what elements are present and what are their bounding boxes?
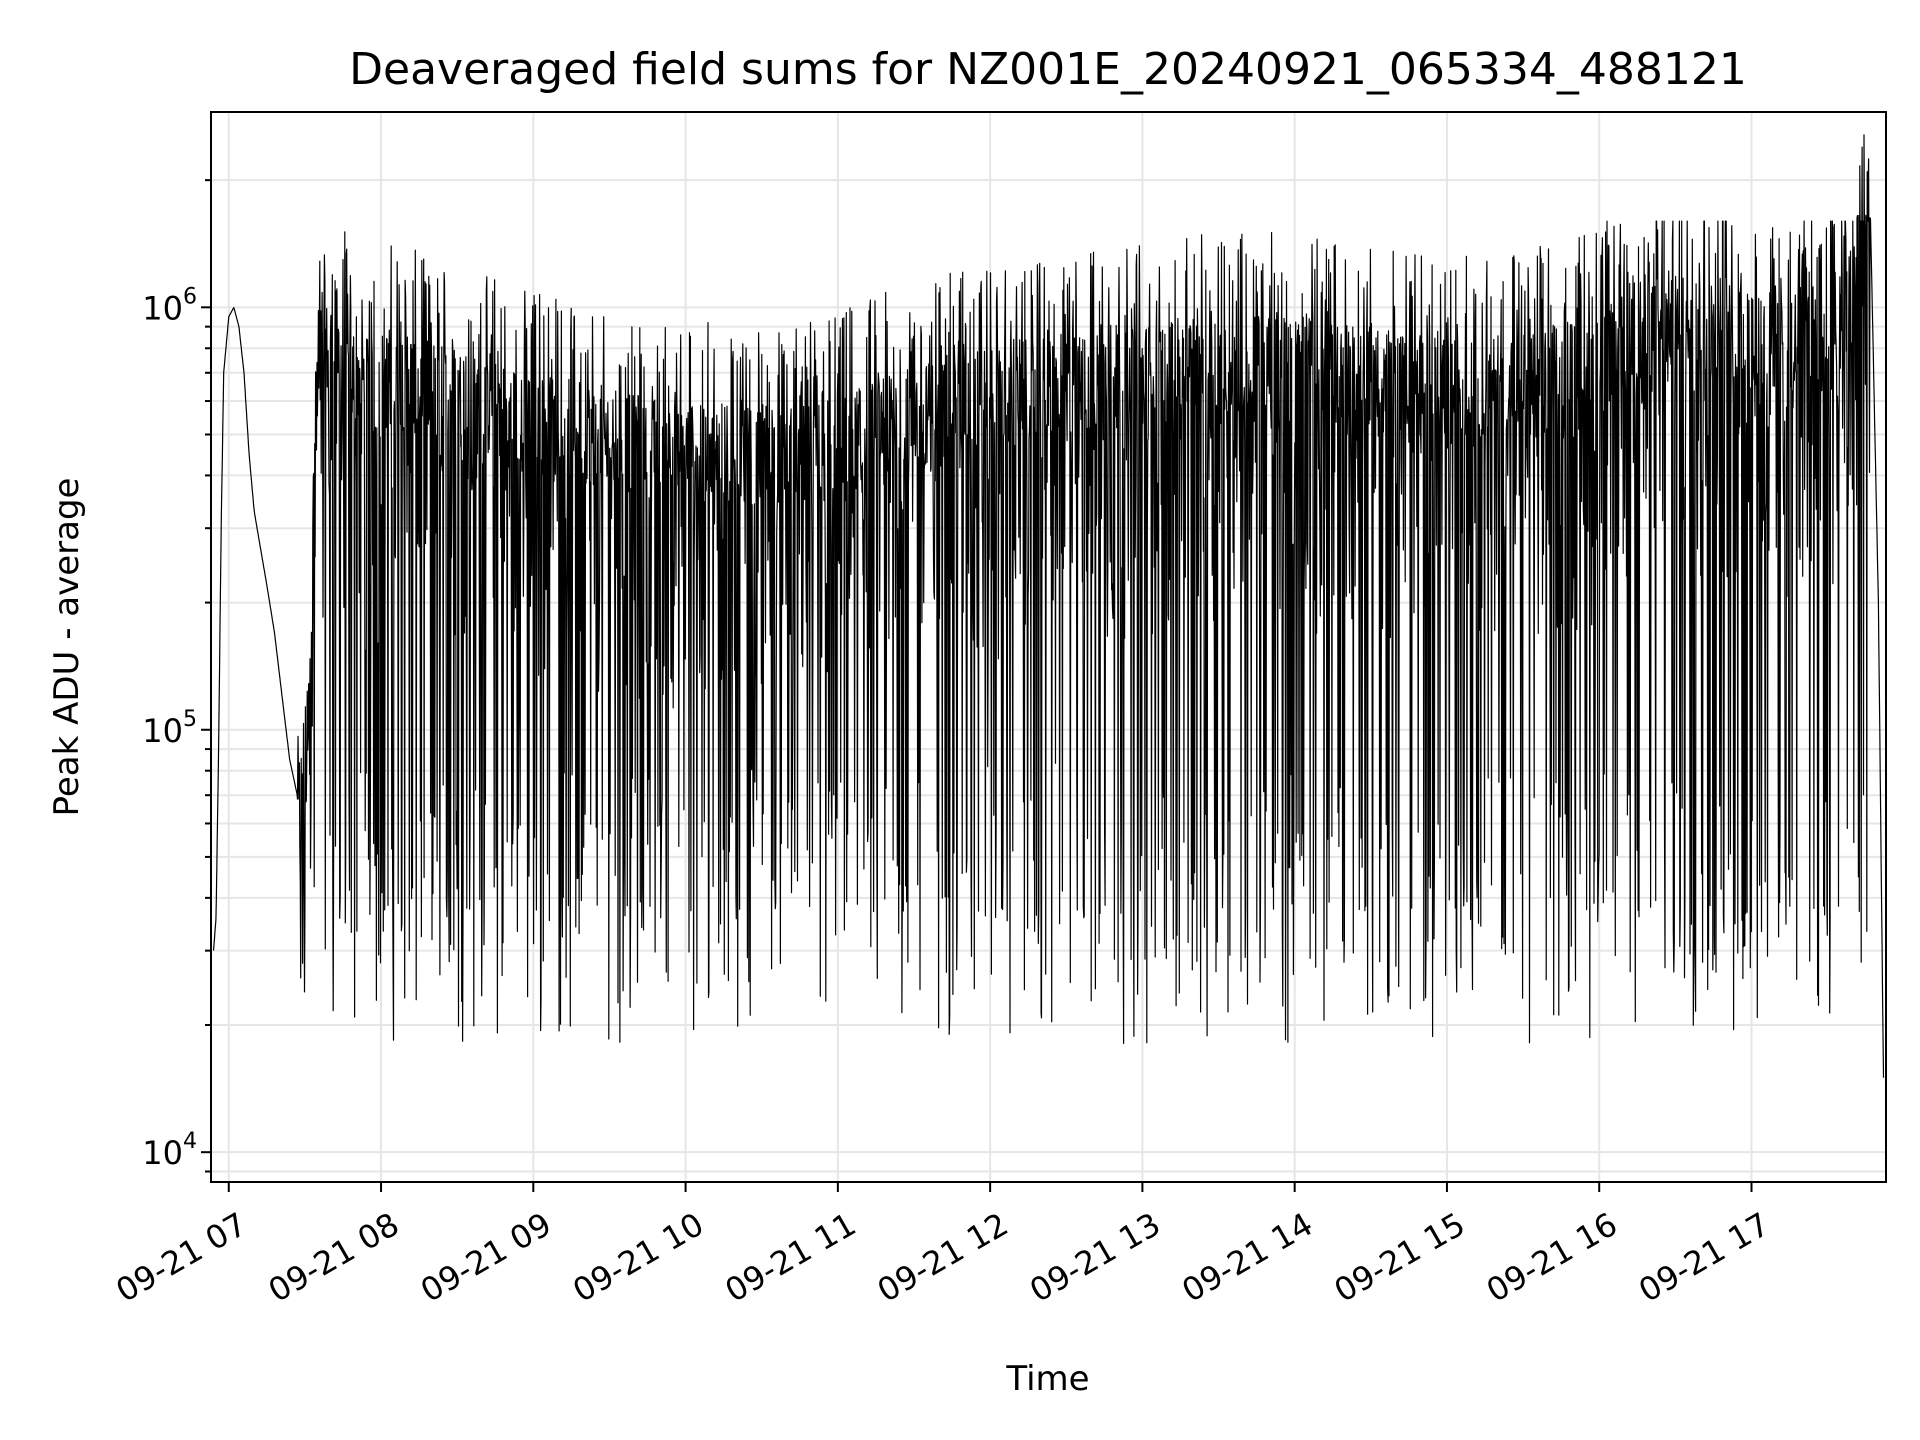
- x-tick-label: 09-21 09: [414, 1205, 558, 1310]
- x-tick-label: 09-21 10: [566, 1205, 710, 1310]
- x-axis-label: Time: [1005, 1359, 1089, 1399]
- y-tick-label: 106: [142, 284, 197, 327]
- y-tick-label: 105: [142, 707, 197, 750]
- x-tick-label: 09-21 17: [1632, 1205, 1776, 1310]
- y-tick-exponent: 5: [183, 707, 197, 732]
- series-path: [212, 134, 1885, 1078]
- x-tick-label: 09-21 07: [110, 1205, 254, 1310]
- y-tick-base: 10: [142, 712, 183, 750]
- y-tick-label: 104: [142, 1129, 197, 1172]
- y-tick-base: 10: [142, 289, 183, 327]
- x-tick-label: 09-21 11: [719, 1205, 863, 1310]
- x-tick-label: 09-21 14: [1175, 1205, 1319, 1310]
- x-tick-label: 09-21 12: [871, 1205, 1015, 1310]
- x-tick-label: 09-21 08: [262, 1205, 406, 1310]
- x-tick-label: 09-21 15: [1328, 1205, 1472, 1310]
- series-line: [212, 134, 1885, 1078]
- x-axis: 09-21 07 09-21 08 09-21 09 09-21 10 09-21 11…: [110, 1182, 1776, 1310]
- chart-title: Deaveraged field sums for NZ001E_2024092…: [349, 44, 1747, 95]
- y-tick-exponent: 6: [183, 284, 197, 309]
- x-tick-label: 09-21 16: [1480, 1205, 1624, 1310]
- x-tick-label: 09-21 13: [1023, 1205, 1167, 1310]
- y-tick-base: 10: [142, 1134, 183, 1172]
- plot-frame: [210, 111, 1887, 1183]
- y-axis-label: Peak ADU - average: [47, 478, 87, 817]
- y-tick-exponent: 4: [183, 1129, 197, 1154]
